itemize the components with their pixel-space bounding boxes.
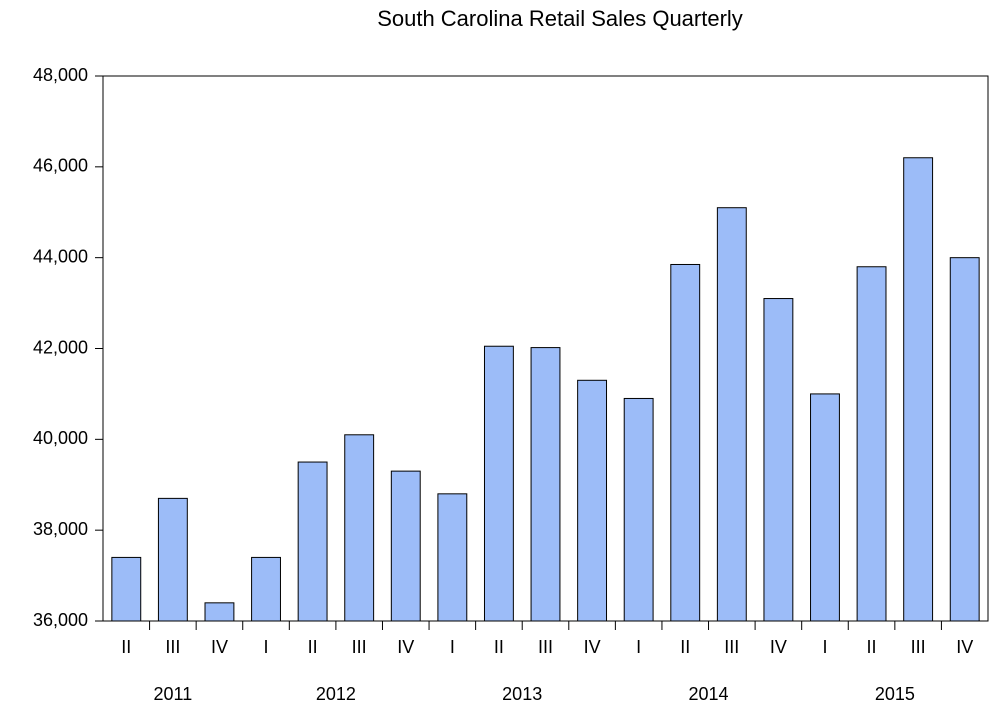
y-tick-label: 42,000 — [33, 337, 88, 357]
x-tick-label: IV — [397, 637, 414, 657]
x-tick-label: IV — [211, 637, 228, 657]
x-tick-label: II — [680, 637, 690, 657]
y-tick-label: 38,000 — [33, 519, 88, 539]
x-tick-label: II — [867, 637, 877, 657]
x-tick-label: II — [308, 637, 318, 657]
x-tick-label: III — [352, 637, 367, 657]
bar — [716, 207, 747, 622]
x-group-label: 2014 — [689, 684, 729, 704]
bar — [111, 556, 142, 622]
y-tick-label: 36,000 — [33, 610, 88, 630]
bar — [297, 461, 328, 622]
bar — [204, 602, 235, 622]
y-tick-label: 48,000 — [33, 65, 88, 85]
bar — [157, 497, 188, 622]
x-tick-label: IV — [770, 637, 787, 657]
x-tick-label: I — [822, 637, 827, 657]
bar — [763, 298, 794, 622]
x-group-label: 2011 — [154, 684, 193, 704]
x-tick-label: I — [450, 637, 455, 657]
bar — [437, 493, 468, 622]
bar — [949, 257, 980, 622]
bar — [810, 393, 840, 622]
bar — [344, 434, 375, 622]
x-tick-label: III — [538, 637, 553, 657]
bar — [623, 397, 654, 622]
x-tick-label: III — [911, 637, 926, 657]
bar — [670, 263, 701, 622]
x-tick-label: I — [636, 637, 641, 657]
x-tick-label: I — [264, 637, 269, 657]
x-tick-label: II — [121, 637, 131, 657]
x-group-label: 2015 — [875, 684, 915, 704]
x-tick-label: IV — [584, 637, 601, 657]
bar — [251, 556, 281, 622]
x-tick-label: III — [165, 637, 180, 657]
bar — [390, 470, 421, 622]
x-tick-label: IV — [956, 637, 973, 657]
y-tick-label: 40,000 — [33, 428, 88, 448]
y-tick-label: 46,000 — [33, 156, 88, 176]
bar — [483, 345, 514, 622]
bar — [856, 266, 887, 622]
y-tick-label: 44,000 — [33, 246, 88, 266]
x-group-label: 2013 — [502, 684, 542, 704]
bar — [577, 379, 608, 622]
x-tick-label: II — [494, 637, 504, 657]
bar — [530, 347, 561, 622]
chart-title: South Carolina Retail Sales Quarterly — [377, 6, 743, 31]
bar — [903, 157, 934, 622]
x-tick-label: III — [724, 637, 739, 657]
x-group-label: 2012 — [316, 684, 356, 704]
